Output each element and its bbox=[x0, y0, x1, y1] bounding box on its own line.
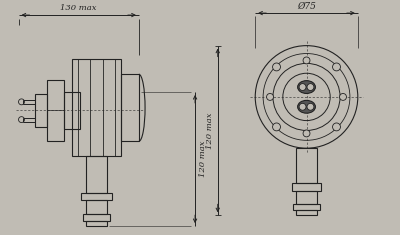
Text: Ø75: Ø75 bbox=[297, 2, 316, 11]
Bar bbox=[296, 191, 317, 204]
Bar bbox=[86, 156, 107, 193]
Circle shape bbox=[332, 123, 340, 131]
Bar bbox=[293, 204, 320, 210]
Circle shape bbox=[307, 103, 314, 110]
Bar bbox=[81, 193, 112, 200]
Bar bbox=[121, 74, 139, 141]
Circle shape bbox=[266, 94, 274, 100]
Bar bbox=[292, 183, 321, 191]
Circle shape bbox=[303, 57, 310, 64]
Circle shape bbox=[272, 123, 280, 131]
Circle shape bbox=[299, 84, 306, 90]
Text: 120 max: 120 max bbox=[199, 141, 207, 177]
Ellipse shape bbox=[298, 81, 315, 94]
Circle shape bbox=[332, 63, 340, 71]
Text: 120 max: 120 max bbox=[206, 112, 214, 149]
Circle shape bbox=[299, 103, 306, 110]
Bar bbox=[64, 92, 80, 129]
Bar bbox=[296, 210, 317, 215]
Bar bbox=[47, 80, 64, 141]
Circle shape bbox=[340, 94, 346, 100]
Circle shape bbox=[303, 130, 310, 137]
Text: 130 max: 130 max bbox=[60, 4, 97, 12]
Bar bbox=[83, 214, 110, 221]
Bar bbox=[86, 200, 107, 214]
Circle shape bbox=[307, 84, 314, 90]
Circle shape bbox=[272, 63, 280, 71]
Ellipse shape bbox=[298, 100, 315, 113]
Bar bbox=[35, 94, 47, 126]
Bar bbox=[86, 221, 107, 226]
Bar bbox=[296, 148, 317, 183]
Bar bbox=[72, 59, 121, 156]
